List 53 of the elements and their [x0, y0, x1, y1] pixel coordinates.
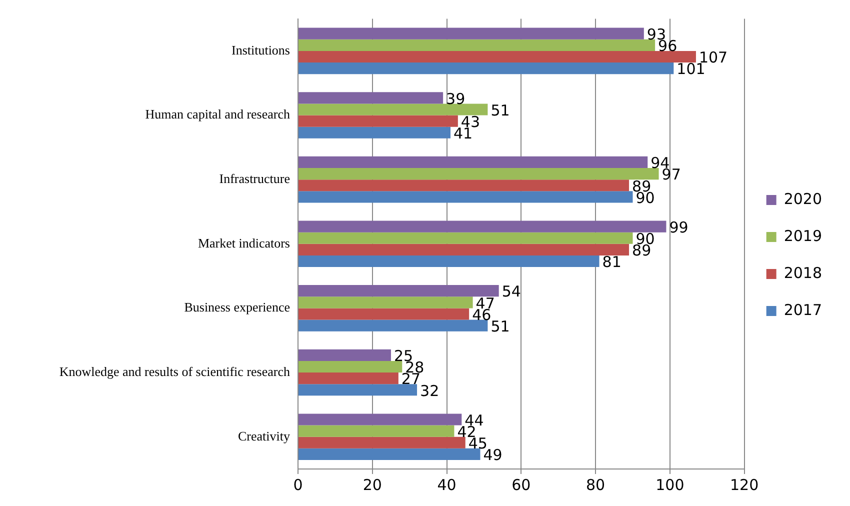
bar: [298, 92, 444, 104]
legend-label: 2020: [784, 190, 822, 208]
bar: [298, 436, 466, 448]
bar: [298, 62, 674, 74]
bar: [298, 425, 454, 437]
data-label: 51: [490, 317, 510, 336]
x-tick-label: 100: [656, 476, 684, 494]
legend-label: 2018: [784, 264, 822, 282]
x-tick-label: 80: [586, 476, 606, 494]
y-tick-label: Infrastructure: [219, 171, 290, 186]
y-tick-label: Human capital and research: [145, 106, 290, 122]
y-tick-label: Knowledge and results of scientific research: [59, 364, 290, 379]
bar: [298, 115, 458, 127]
bar: [298, 220, 666, 232]
bar: [298, 285, 499, 297]
y-tick-label: Market indicators: [198, 235, 290, 250]
y-tick-label: Creativity: [238, 428, 290, 444]
data-label: 81: [602, 253, 622, 272]
bar: [298, 104, 488, 116]
x-tick-label: 60: [512, 476, 531, 494]
bar: [298, 156, 648, 168]
x-tick-label: 120: [730, 476, 759, 494]
bar: [298, 28, 644, 40]
data-label: 32: [420, 382, 440, 400]
x-tick-label: 0: [293, 476, 303, 494]
bar: [298, 414, 462, 426]
bar: [298, 448, 480, 460]
y-tick-label: Institutions: [231, 42, 290, 58]
bar: [298, 180, 630, 192]
data-label: 39: [446, 90, 466, 108]
bar: [298, 360, 402, 373]
bar: [298, 191, 633, 203]
bar: [298, 349, 391, 361]
y-tick-label: Business experience: [184, 300, 290, 315]
bar: [298, 255, 600, 268]
bar: [298, 384, 418, 396]
bar: [298, 50, 696, 63]
bar: [298, 39, 656, 51]
bar: [298, 126, 450, 138]
legend-label: 2017: [784, 300, 822, 319]
data-label: 54: [502, 282, 521, 301]
x-tick-label: 20: [362, 476, 382, 494]
bar: [298, 308, 470, 320]
bar: [298, 244, 630, 256]
bar: [298, 320, 488, 332]
legend-label: 2019: [784, 226, 822, 245]
bar: [298, 296, 473, 308]
data-label: 99: [669, 218, 688, 236]
bar: [298, 168, 659, 180]
data-label: 51: [490, 101, 510, 120]
x-tick-label: 40: [437, 476, 456, 494]
bar: [298, 372, 398, 384]
bar: [298, 232, 633, 244]
